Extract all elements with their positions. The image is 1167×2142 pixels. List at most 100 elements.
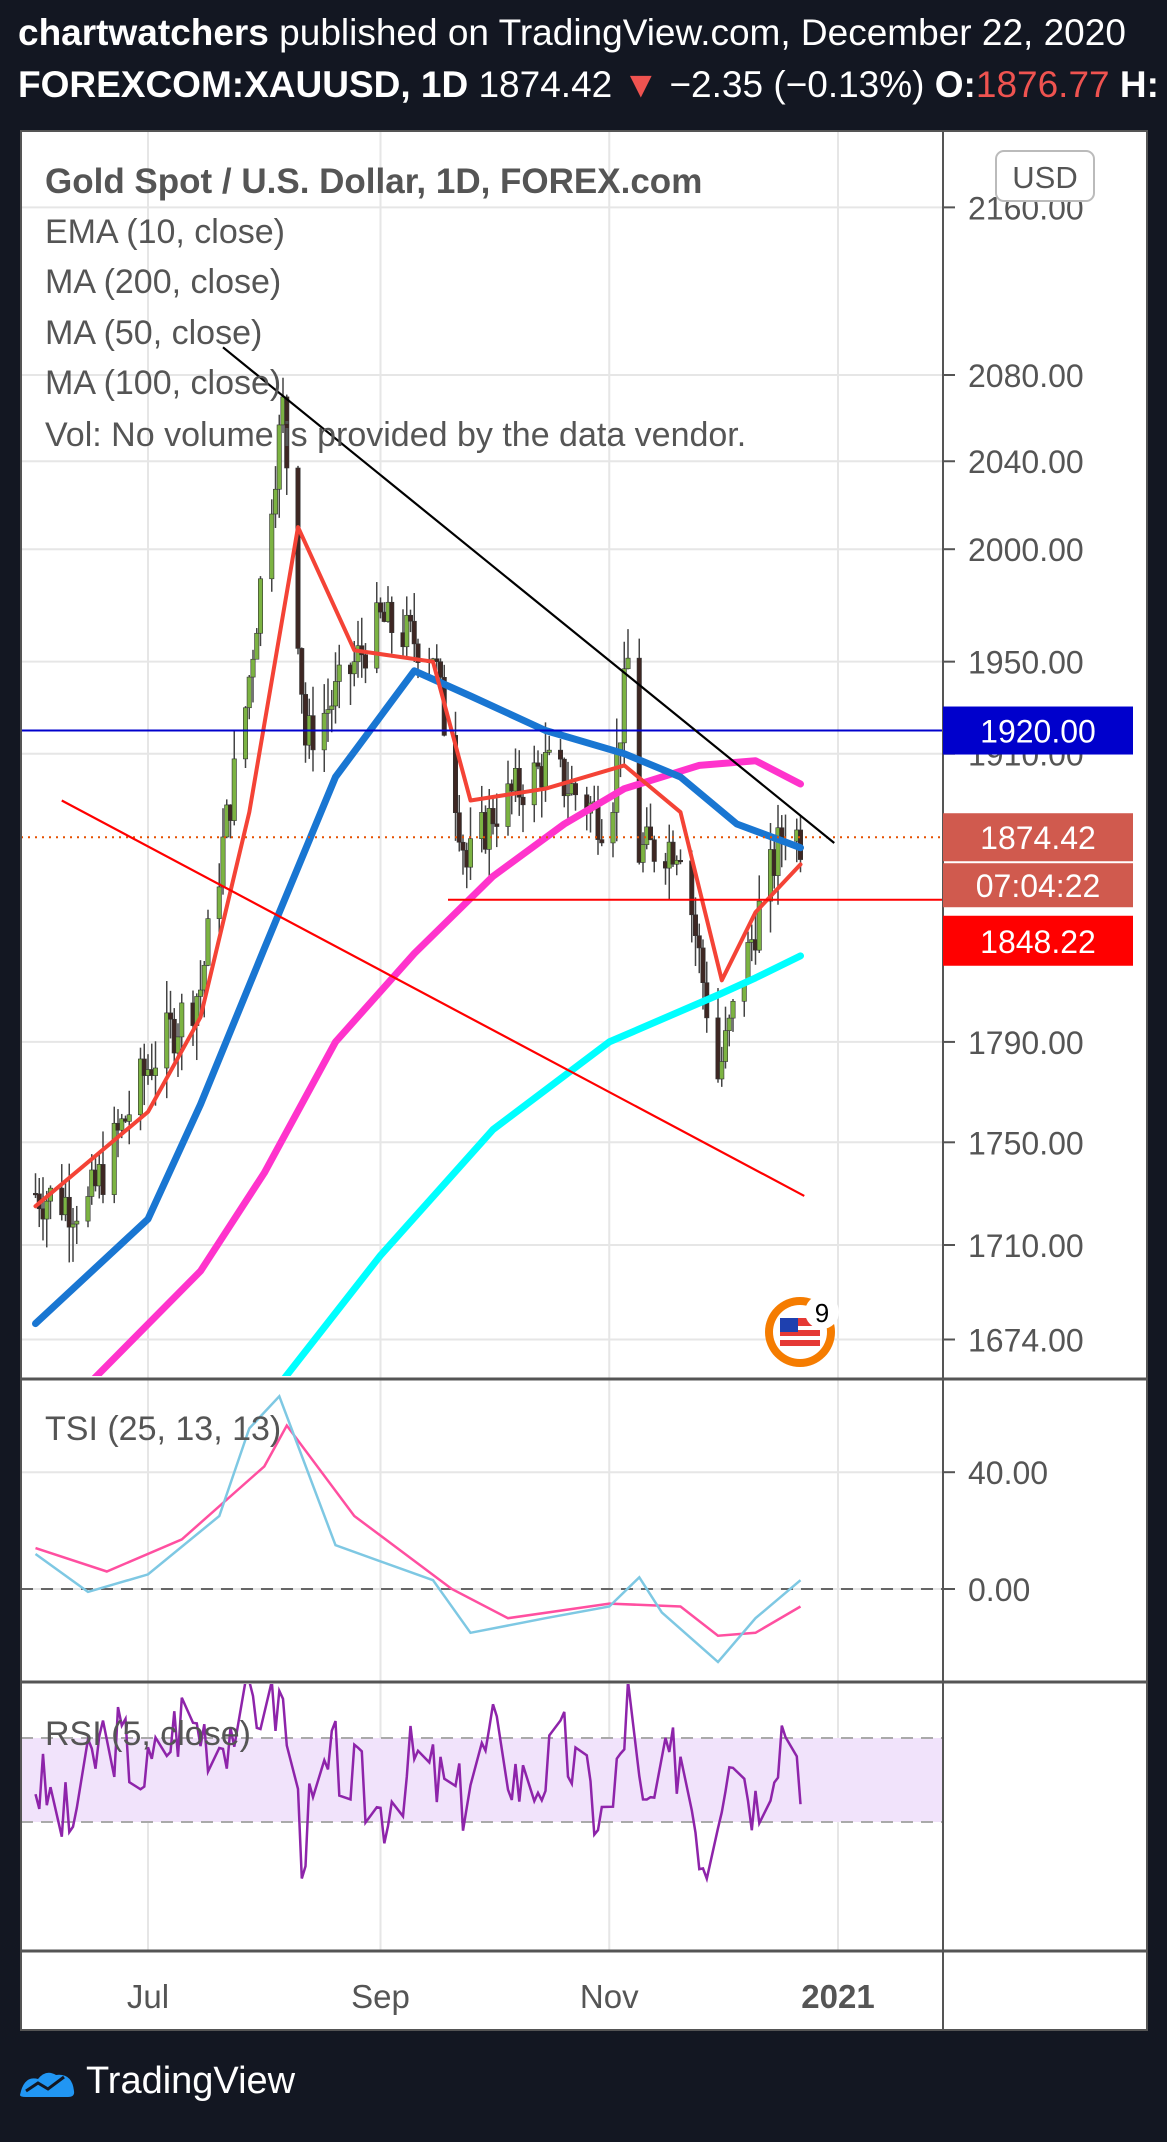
y-tick-label-1: 2080.00 [968,358,1084,394]
candle-body [198,989,204,997]
candle-body [756,900,762,951]
rsi-title: RSI (5, close) [45,1715,251,1753]
candle-body [220,836,226,888]
candle-body [434,658,440,662]
candle-body [490,808,496,825]
candle-body [66,1196,72,1228]
candle-body [272,488,278,515]
tsi-tick-label-1: 0.00 [968,1572,1030,1608]
candle-body [332,681,338,707]
trendline-1 [61,799,805,1197]
high-label: H: [1119,64,1159,105]
candle-body [726,1017,732,1031]
candle-body [374,602,380,669]
candle-body [362,654,368,669]
candle-body [775,827,781,876]
candle-body [561,758,567,797]
candle-body [70,1223,76,1228]
tag-countdown-text: 07:04:22 [976,868,1101,904]
candle-body [175,1036,181,1054]
us-flag-events-icon[interactable]: 9 [765,1295,839,1367]
price-pane[interactable] [21,346,943,1384]
symbol-line: FOREXCOM:XAUUSD, 1D 1874.42 ▼ −2.35 (−0.… [18,64,1159,106]
candle-body [516,768,522,798]
publish-line: chartwatchers published on TradingView.c… [18,12,1126,54]
candle-body [100,1164,106,1195]
candle-body [243,707,249,760]
candle-body [647,826,653,841]
candle-body [715,1017,721,1080]
rsi-pane[interactable] [21,1681,943,1884]
candle-body [520,796,526,806]
candle-body [670,841,676,865]
candle-body [437,661,443,678]
candle-body [321,712,327,751]
candle-body [246,676,252,709]
y-tick-label-2: 2040.00 [968,444,1084,480]
footer-brand[interactable]: TradingView [18,2060,295,2103]
candle-body [599,839,605,844]
tsi-pane[interactable] [21,1393,943,1664]
tag-1920 [943,706,1133,755]
candle-body [467,838,473,868]
y-tick-label-9: 1674.00 [968,1323,1084,1359]
down-arrow-icon: ▼ [622,64,660,105]
candle-body [535,762,541,767]
axis-labels: Jul Sep Nov 20212160.002080.002040.002000.0… [127,190,1084,2015]
candle-body [257,578,263,634]
y-tick-label-8: 1710.00 [968,1228,1084,1264]
currency-label: USD [1012,160,1077,195]
y-tick-label-6: 1790.00 [968,1025,1084,1061]
tsi-tick-label-0: 40.00 [968,1455,1048,1491]
candle-body [141,1058,147,1076]
candle-body [377,602,383,613]
candle-body [505,783,511,827]
candle-body [404,614,410,648]
ma50-line [32,667,804,1328]
candle-body [171,1018,177,1054]
tag-1848 [943,915,1133,966]
candle-body [295,467,301,649]
author-name[interactable]: chartwatchers [18,12,269,53]
candle-body [572,783,578,796]
candle-body [216,886,222,919]
candle-body [44,1200,50,1220]
currency-button[interactable]: USD [995,150,1095,202]
candle-body [276,424,282,490]
candle-body [310,715,316,751]
candle-body [269,513,275,580]
candle-body [722,1030,728,1062]
candle-body [542,752,548,788]
candle-body [546,749,552,753]
candle-body [411,620,417,645]
y-tick-label-3: 2000.00 [968,532,1084,568]
trendline-0 [222,346,835,844]
x-tick-label-0: Jul [127,1978,169,2015]
tsi-title: TSI (25, 13, 13) [45,1410,281,1448]
footer-brand-name: TradingView [86,2060,296,2102]
candle-body [351,661,357,675]
legends: Gold Spot / U.S. Dollar, 1D, FOREX.com E… [45,150,1095,1753]
ma200-line [281,952,804,1376]
candle-body [126,1114,132,1122]
candle-body [730,1000,736,1019]
candle-body [179,1002,185,1038]
candle-body [486,808,492,850]
candle-body [325,709,331,714]
legend-ema10: EMA (10, close) [45,213,285,251]
candle-body [201,964,207,991]
price-tags: 1920.00 1874.42 07:04:22 1848.22 [943,706,1133,966]
candle-body [452,735,458,814]
candle-body [138,1058,144,1116]
candle-body [621,668,627,744]
candle-body [407,614,413,622]
x-tick-label-2: Nov [580,1978,639,2015]
candle-body [674,860,680,865]
candle-body [460,841,466,851]
legend-ma50: MA (50, close) [45,314,262,352]
y-tick-label-4: 1950.00 [968,645,1084,681]
candle-body [85,1196,91,1222]
tsi-signal-line [35,1423,802,1637]
open-value: 1876.77 [975,64,1110,105]
